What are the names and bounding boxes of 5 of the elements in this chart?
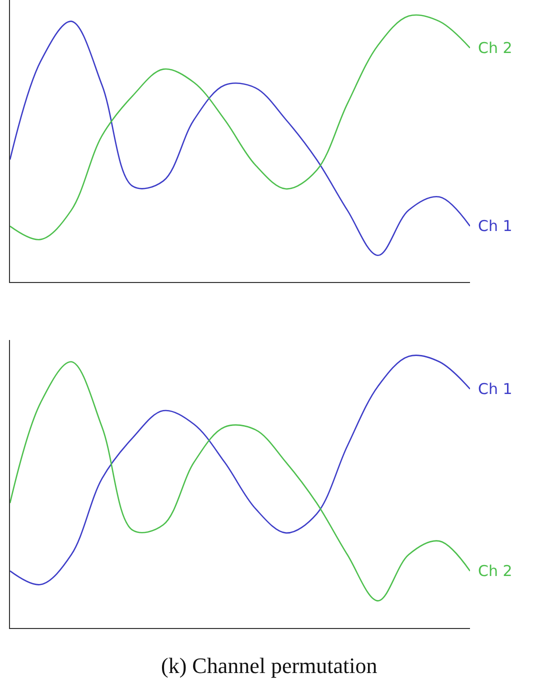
series-label: Ch 2 <box>478 562 512 580</box>
series-label: Ch 1 <box>478 217 512 235</box>
series-label: Ch 1 <box>478 380 512 398</box>
text: (k) Channel permutation <box>161 653 378 678</box>
series-label: Ch 2 <box>478 39 512 57</box>
